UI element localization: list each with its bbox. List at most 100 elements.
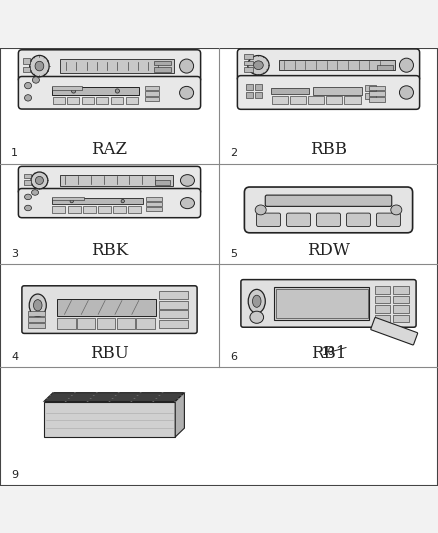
Bar bbox=[274, 287, 370, 320]
Ellipse shape bbox=[68, 398, 70, 399]
Bar bbox=[374, 296, 390, 303]
Bar bbox=[146, 202, 162, 206]
Ellipse shape bbox=[90, 398, 92, 399]
Bar bbox=[96, 96, 108, 104]
Bar bbox=[313, 87, 362, 95]
Bar bbox=[155, 181, 170, 184]
FancyBboxPatch shape bbox=[18, 50, 201, 82]
Ellipse shape bbox=[29, 294, 46, 317]
Ellipse shape bbox=[35, 61, 44, 71]
Bar bbox=[128, 206, 141, 213]
Ellipse shape bbox=[118, 392, 120, 393]
Ellipse shape bbox=[65, 401, 67, 402]
Ellipse shape bbox=[112, 398, 113, 399]
Text: 3: 3 bbox=[11, 249, 18, 259]
Ellipse shape bbox=[177, 398, 179, 399]
Bar bbox=[57, 318, 75, 329]
Bar bbox=[52, 198, 143, 205]
Bar bbox=[52, 86, 82, 90]
Text: 1: 1 bbox=[11, 148, 18, 158]
Ellipse shape bbox=[93, 395, 95, 396]
Ellipse shape bbox=[121, 199, 124, 203]
Ellipse shape bbox=[32, 77, 39, 83]
Bar bbox=[159, 301, 188, 309]
Text: 9: 9 bbox=[11, 470, 18, 480]
Bar bbox=[146, 207, 162, 211]
Ellipse shape bbox=[180, 175, 194, 186]
Bar bbox=[28, 317, 45, 322]
Bar bbox=[326, 96, 343, 104]
Ellipse shape bbox=[70, 199, 74, 203]
Bar bbox=[279, 60, 395, 70]
Bar bbox=[28, 323, 45, 328]
Bar bbox=[53, 206, 65, 213]
Bar bbox=[23, 59, 30, 63]
Bar bbox=[159, 310, 188, 318]
Ellipse shape bbox=[74, 392, 76, 393]
Bar bbox=[374, 314, 390, 322]
Bar bbox=[393, 314, 409, 322]
Bar bbox=[28, 311, 45, 316]
Bar bbox=[154, 61, 171, 66]
Bar bbox=[126, 96, 138, 104]
Bar bbox=[154, 67, 171, 72]
Bar bbox=[24, 174, 31, 179]
Bar bbox=[244, 61, 253, 65]
Bar bbox=[159, 320, 188, 328]
Ellipse shape bbox=[248, 55, 269, 75]
FancyBboxPatch shape bbox=[18, 166, 201, 195]
Ellipse shape bbox=[152, 401, 154, 402]
Ellipse shape bbox=[115, 89, 120, 93]
Ellipse shape bbox=[134, 398, 135, 399]
Ellipse shape bbox=[33, 300, 42, 311]
Bar bbox=[53, 96, 64, 104]
Ellipse shape bbox=[71, 89, 76, 93]
Bar bbox=[145, 97, 159, 101]
FancyBboxPatch shape bbox=[237, 76, 420, 109]
FancyBboxPatch shape bbox=[22, 286, 197, 334]
Ellipse shape bbox=[137, 395, 138, 396]
Ellipse shape bbox=[46, 398, 48, 399]
Bar bbox=[97, 318, 115, 329]
Bar bbox=[83, 206, 96, 213]
Bar bbox=[82, 96, 94, 104]
Bar bbox=[111, 96, 123, 104]
Bar bbox=[244, 54, 253, 59]
Bar bbox=[369, 85, 385, 90]
Ellipse shape bbox=[43, 401, 45, 402]
Ellipse shape bbox=[71, 395, 73, 396]
FancyBboxPatch shape bbox=[317, 213, 340, 227]
Bar bbox=[146, 197, 162, 201]
Bar bbox=[24, 180, 31, 184]
Bar bbox=[377, 66, 393, 70]
FancyBboxPatch shape bbox=[244, 187, 413, 233]
Ellipse shape bbox=[254, 61, 263, 70]
Ellipse shape bbox=[255, 205, 266, 215]
Bar bbox=[369, 91, 385, 96]
Ellipse shape bbox=[25, 194, 32, 200]
Ellipse shape bbox=[391, 205, 402, 215]
FancyBboxPatch shape bbox=[371, 318, 417, 345]
Ellipse shape bbox=[31, 172, 48, 189]
Bar bbox=[77, 318, 95, 329]
Bar bbox=[145, 91, 159, 96]
Ellipse shape bbox=[30, 55, 49, 77]
Text: RDW: RDW bbox=[307, 242, 350, 259]
FancyBboxPatch shape bbox=[241, 280, 416, 327]
Bar bbox=[23, 67, 30, 72]
FancyBboxPatch shape bbox=[373, 318, 417, 345]
Bar bbox=[255, 84, 262, 90]
Bar bbox=[276, 289, 368, 318]
Polygon shape bbox=[44, 401, 175, 437]
FancyBboxPatch shape bbox=[346, 213, 371, 227]
Bar bbox=[369, 98, 385, 102]
Bar bbox=[365, 93, 376, 99]
Bar bbox=[67, 96, 79, 104]
Text: RB1: RB1 bbox=[311, 345, 346, 362]
Ellipse shape bbox=[180, 395, 182, 396]
Bar bbox=[57, 299, 155, 316]
Text: RBB: RBB bbox=[310, 141, 347, 158]
Text: 4: 4 bbox=[11, 352, 18, 362]
Bar bbox=[255, 92, 262, 98]
FancyBboxPatch shape bbox=[265, 195, 392, 206]
